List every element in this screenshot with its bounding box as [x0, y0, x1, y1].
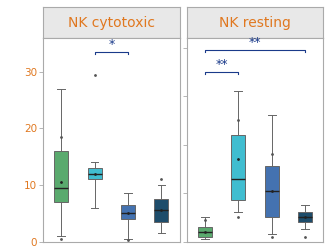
Bar	[121, 205, 135, 219]
Text: **: **	[249, 36, 261, 49]
Text: **: **	[215, 58, 228, 71]
Bar	[154, 199, 168, 222]
Bar	[298, 212, 312, 222]
Bar	[88, 168, 102, 179]
Bar	[54, 151, 68, 202]
Text: NK resting: NK resting	[219, 16, 291, 30]
Text: NK cytotoxic: NK cytotoxic	[68, 16, 155, 30]
Bar	[231, 135, 245, 200]
Bar	[198, 227, 212, 237]
Bar	[265, 166, 279, 217]
Text: *: *	[108, 38, 115, 51]
